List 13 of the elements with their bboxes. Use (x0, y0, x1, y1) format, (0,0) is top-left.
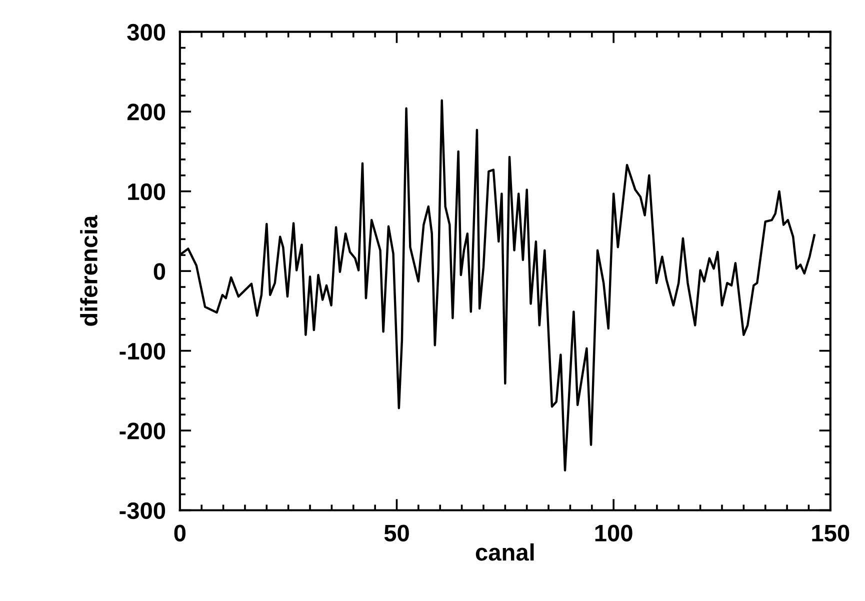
x-tick-label: 100 (595, 524, 632, 542)
x-tick-label: 0 (174, 524, 186, 542)
y-tick-label: 200 (127, 104, 166, 120)
y-tick-label: 0 (154, 263, 166, 280)
y-axis-title: diferencia (80, 215, 98, 326)
y-tick-label: 100 (128, 183, 166, 200)
x-axis-title: canal (476, 543, 534, 561)
x-tick-label: 150 (812, 524, 850, 542)
y-tick-label: 300 (127, 24, 166, 41)
y-tick-label: -100 (120, 342, 166, 360)
y-tick-label: -300 (120, 502, 166, 520)
x-tick-label: 50 (384, 524, 409, 542)
y-tick-label: -200 (120, 422, 166, 440)
